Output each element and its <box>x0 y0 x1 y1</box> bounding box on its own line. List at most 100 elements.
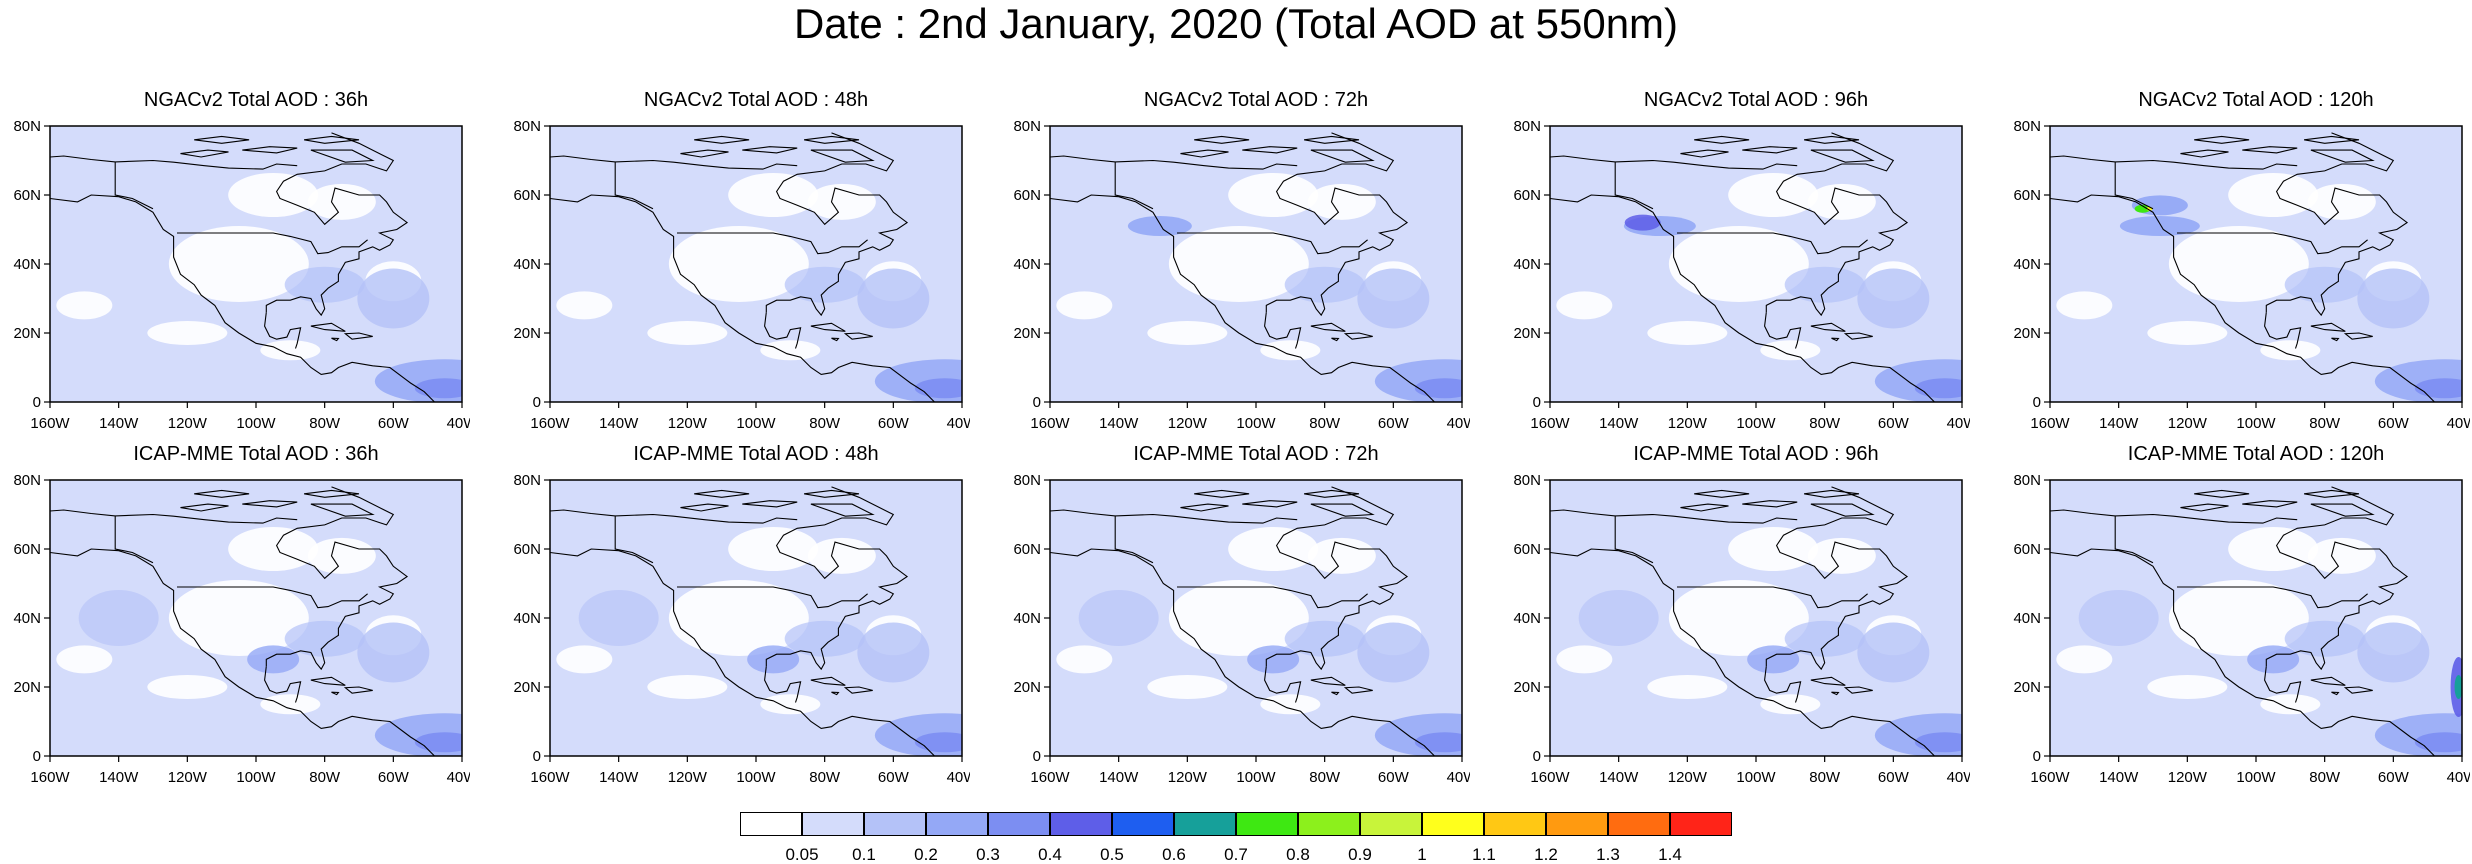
lon-tick-label: 100W <box>236 415 276 428</box>
aod-map-panel: ICAP-MME Total AOD : 96h 80N 60N 40N 20N 0 160… <box>1510 442 1970 782</box>
lon-tick-label: 60W <box>1878 769 1910 782</box>
panel-title: NGACv2 Total AOD : 120h <box>2138 89 2374 111</box>
lat-tick-label: 80N <box>513 118 541 135</box>
lon-tick-label: 160W <box>30 769 70 782</box>
lat-tick-label: 60N <box>13 541 41 558</box>
colorbar-label: 0.6 <box>1162 845 1186 864</box>
panel-title: NGACv2 Total AOD : 96h <box>1643 89 1869 111</box>
lat-tick-label: 0 <box>1533 748 1541 765</box>
lon-tick-label: 100W <box>1236 415 1276 428</box>
lon-tick-label: 160W <box>530 769 570 782</box>
lat-tick-label: 20N <box>1013 325 1041 342</box>
colorbar-swatch <box>1050 812 1112 836</box>
aod-map-panel: ICAP-MME Total AOD : 72h 80N 60N 40N 20N 0 160… <box>1010 442 1470 782</box>
lon-tick-label: 120W <box>168 415 208 428</box>
lat-tick-label: 40N <box>513 610 541 627</box>
lon-tick-label: 80W <box>309 769 341 782</box>
lat-tick-label: 40N <box>1013 256 1041 273</box>
lon-tick-label: 100W <box>1736 769 1776 782</box>
lon-tick-label: 160W <box>2030 769 2070 782</box>
colorbar-label: 0.1 <box>852 845 876 864</box>
lon-tick-label: 120W <box>668 769 708 782</box>
colorbar-label: 1.1 <box>1472 845 1496 864</box>
colorbar-swatch <box>1112 812 1174 836</box>
lat-tick-label: 0 <box>33 394 41 411</box>
aod-map: 80N 60N 40N 20N 0 160W 140W 120W 100W 80W 60W 40W <box>1513 472 1970 782</box>
aod-map-panel: ICAP-MME Total AOD : 48h 80N 60N 40N 20N 0 160… <box>510 442 970 782</box>
lat-tick-label: 0 <box>2033 394 2041 411</box>
lon-tick-label: 100W <box>2236 769 2276 782</box>
lon-tick-label: 100W <box>736 415 776 428</box>
lon-tick-label: 100W <box>2236 415 2276 428</box>
lon-tick-label: 140W <box>599 769 639 782</box>
colorbar-label: 1.2 <box>1534 845 1558 864</box>
lon-tick-label: 160W <box>30 415 70 428</box>
lat-tick-label: 80N <box>1013 472 1041 489</box>
lon-tick-label: 160W <box>1030 415 1070 428</box>
lon-tick-label: 140W <box>99 415 139 428</box>
aod-map: 80N 60N 40N 20N 0 160W 140W 120W 100W 80W 60W 40W <box>2013 472 2470 782</box>
lat-tick-label: 20N <box>2013 679 2041 696</box>
colorbar-label: 0.5 <box>1100 845 1124 864</box>
colorbar-swatch <box>864 812 926 836</box>
colorbar-swatch <box>988 812 1050 836</box>
lon-tick-label: 140W <box>1599 415 1639 428</box>
lat-tick-label: 20N <box>13 325 41 342</box>
colorbar-label: 0.3 <box>976 845 1000 864</box>
panel-title: NGACv2 Total AOD : 36h <box>143 89 369 111</box>
lat-tick-label: 0 <box>1033 394 1041 411</box>
colorbar-swatch <box>1670 812 1732 836</box>
lon-tick-label: 120W <box>2168 769 2208 782</box>
lon-tick-label: 120W <box>1668 415 1708 428</box>
aod-map-panel: NGACv2 Total AOD : 36h 80N 60N 40N 20N 0 160W 1… <box>10 88 470 428</box>
lon-tick-label: 120W <box>2168 415 2208 428</box>
lon-tick-label: 40W <box>447 415 470 428</box>
lat-tick-label: 20N <box>1513 679 1541 696</box>
lon-tick-label: 140W <box>1099 415 1139 428</box>
figure-title: Date : 2nd January, 2020 (Total AOD at 5… <box>793 0 1679 47</box>
lat-tick-label: 40N <box>2013 256 2041 273</box>
colorbar-swatch <box>1298 812 1360 836</box>
aod-map-panel: ICAP-MME Total AOD : 36h 80N 60N 40N 20N 0 160… <box>10 442 470 782</box>
colorbar-swatch <box>1360 812 1422 836</box>
lon-tick-label: 40W <box>947 415 970 428</box>
colorbar-swatch <box>1484 812 1546 836</box>
aod-map-panel: NGACv2 Total AOD : 120h 80N 60N 40N 20N 0 160W… <box>2010 88 2470 428</box>
lat-tick-label: 0 <box>1033 748 1041 765</box>
lon-tick-label: 100W <box>736 769 776 782</box>
lat-tick-label: 0 <box>2033 748 2041 765</box>
lat-tick-label: 20N <box>2013 325 2041 342</box>
lon-tick-label: 120W <box>168 769 208 782</box>
lat-tick-label: 40N <box>13 610 41 627</box>
lon-tick-label: 60W <box>878 769 910 782</box>
panel-title: ICAP-MME Total AOD : 72h <box>1133 443 1379 465</box>
lat-tick-label: 20N <box>1513 325 1541 342</box>
colorbar-label: 0.7 <box>1224 845 1248 864</box>
lon-tick-label: 60W <box>1878 415 1910 428</box>
colorbar-label: 0.05 <box>785 845 819 864</box>
colorbar-swatch <box>926 812 988 836</box>
lon-tick-label: 100W <box>1236 769 1276 782</box>
lat-tick-label: 40N <box>1013 610 1041 627</box>
lon-tick-label: 120W <box>1668 769 1708 782</box>
colorbar-swatch <box>1546 812 1608 836</box>
lat-tick-label: 60N <box>1013 541 1041 558</box>
aod-colorbar: 0.05 0.1 0.2 0.3 0.4 0.5 0.6 0.7 0.8 0.9 1 1.1 1.2 1.… <box>740 812 1732 864</box>
lon-tick-label: 140W <box>2099 415 2139 428</box>
lon-tick-label: 40W <box>447 769 470 782</box>
lon-tick-label: 40W <box>1447 769 1470 782</box>
colorbar-label: 0.4 <box>1038 845 1062 864</box>
lat-tick-label: 80N <box>13 472 41 489</box>
lat-tick-label: 0 <box>33 748 41 765</box>
lon-tick-label: 140W <box>1599 769 1639 782</box>
aod-map: 80N 60N 40N 20N 0 160W 140W 120W 100W 80W 60W 40W <box>1013 472 1470 782</box>
lat-tick-label: 20N <box>513 325 541 342</box>
colorbar-label: 1.3 <box>1596 845 1620 864</box>
lon-tick-label: 60W <box>2378 769 2410 782</box>
colorbar-label: 0.2 <box>914 845 938 864</box>
lon-tick-label: 140W <box>99 769 139 782</box>
aod-map: 80N 60N 40N 20N 0 160W 140W 120W 100W 80W 60W 40W <box>1013 118 1470 428</box>
lat-tick-label: 20N <box>1013 679 1041 696</box>
lon-tick-label: 40W <box>947 769 970 782</box>
lon-tick-label: 60W <box>878 415 910 428</box>
